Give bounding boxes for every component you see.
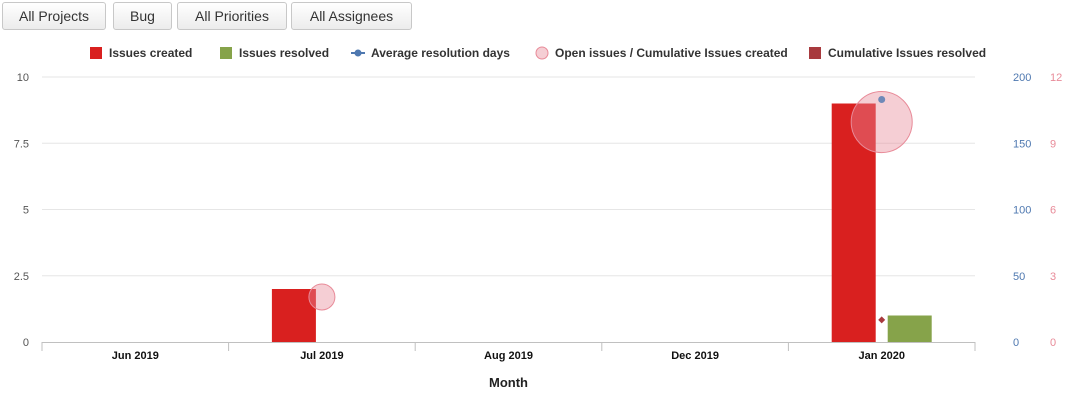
legend-average-resolution-days-label: Average resolution days [371,46,510,60]
right-axis-issues-tick-label: 3 [1050,271,1056,283]
legend-average-resolution-days-swatch-dot [354,49,362,57]
legend-issues-created-swatch [90,47,102,59]
issues-created-bar [831,103,876,342]
left-axis-tick-label: 7.5 [14,138,29,150]
x-axis-category-label: Aug 2019 [484,350,533,362]
open-issues-bubble [308,283,336,311]
x-axis-category-label: Dec 2019 [671,350,719,362]
left-axis-tick-label: 5 [23,205,29,217]
legend-open-issues-swatch [535,46,549,60]
right-axis-issues-tick-label: 0 [1050,337,1056,349]
project-filter-button[interactable]: All Projects [2,2,106,30]
right-axis-days-tick-label: 0 [1013,337,1019,349]
right-axis-issues-tick-label: 9 [1050,138,1056,150]
right-axis-days-tick-label: 100 [1013,205,1031,217]
right-axis-issues-tick-label: 6 [1050,205,1056,217]
left-axis-tick-label: 10 [17,72,29,84]
issues-resolved-bar [887,315,932,342]
cumulative-resolved-marker [878,316,886,324]
right-axis-days-tick-label: 150 [1013,138,1031,150]
open-issues-bubble [850,91,913,154]
left-axis-tick-label: 0 [23,337,29,349]
right-axis-days-tick-label: 50 [1013,271,1025,283]
x-axis-category-label: Jul 2019 [300,350,343,362]
right-axis-issues-tick-label: 12 [1050,72,1062,84]
x-axis-category-label: Jun 2019 [112,350,159,362]
assignee-filter-button[interactable]: All Assignees [291,2,412,30]
priority-filter-button[interactable]: All Priorities [177,2,287,30]
issue-type-filter-button[interactable]: Bug [113,2,172,30]
average-resolution-point [878,96,886,104]
x-axis-category-label: Jan 2020 [858,350,904,362]
legend-issues-resolved-label: Issues resolved [239,46,329,60]
right-axis-days-tick-label: 200 [1013,72,1031,84]
legend-cumulative-resolved-label: Cumulative Issues resolved [828,46,986,60]
left-axis-tick-label: 2.5 [14,271,29,283]
x-axis-title: Month [489,375,528,390]
legend-issues-created-label: Issues created [109,46,192,60]
legend-open-issues-label: Open issues / Cumulative Issues created [555,46,788,60]
legend-issues-resolved-swatch [220,47,232,59]
legend-cumulative-resolved-swatch [809,47,821,59]
